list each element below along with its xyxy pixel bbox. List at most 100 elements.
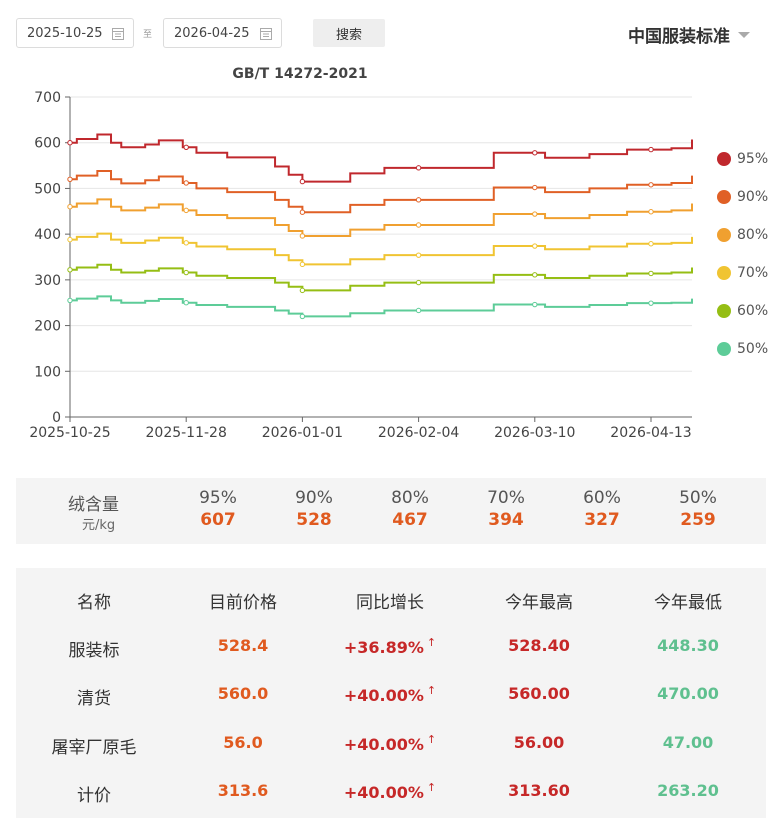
legend-item[interactable]: 60% <box>717 292 768 330</box>
chart-title: GB/T 14272-2021 <box>232 66 368 82</box>
summary-value: 327 <box>584 510 620 530</box>
x-tick-label: 2026-02-04 <box>378 425 459 441</box>
series-point <box>415 307 422 314</box>
table-cell-current: 560.0 <box>217 684 269 703</box>
legend-item[interactable]: 50% <box>717 330 768 368</box>
table-cell-current: 313.6 <box>217 781 269 800</box>
series-point <box>183 300 189 306</box>
x-tick-label: 2025-11-28 <box>146 425 227 441</box>
legend-marker-icon <box>717 152 731 166</box>
summary-value: 467 <box>392 510 428 530</box>
series-line <box>70 295 693 318</box>
series-point <box>532 150 538 156</box>
series-point <box>299 209 306 215</box>
series-line <box>70 263 693 292</box>
table-cell-high: 313.60 <box>508 781 570 800</box>
table-header: 同比增长 <box>356 593 424 613</box>
legend-marker-icon <box>717 304 731 318</box>
up-arrow-icon: ↑ <box>426 684 437 697</box>
start-date-input[interactable]: 2025-10-25 <box>16 18 134 48</box>
series-point <box>648 182 654 188</box>
end-date-value: 2026-04-25 <box>174 25 250 41</box>
series-point <box>299 178 306 185</box>
summary-item: 70% 394 <box>476 488 536 530</box>
table-cell-low: 470.00 <box>657 684 719 703</box>
standard-select-label: 中国服装标准 <box>628 27 730 47</box>
table-cell-high: 528.40 <box>508 636 570 655</box>
table-cell-low: 448.30 <box>657 636 719 655</box>
legend-item[interactable]: 95% <box>717 140 768 178</box>
chevron-down-icon <box>738 31 750 38</box>
summary-pct: 50% <box>679 488 717 508</box>
series-point <box>648 146 654 153</box>
summary-item: 90% 528 <box>284 488 344 530</box>
series-point <box>415 197 422 203</box>
price-line-chart: 0 100 200 300 400 500 600 700 2025-10-25 2025-11-… <box>29 90 693 441</box>
x-tick-label: 2026-03-10 <box>494 425 575 441</box>
y-tick-label: 0 <box>52 410 61 426</box>
up-arrow-icon: ↑ <box>426 781 437 794</box>
legend-label: 50% <box>737 341 769 357</box>
summary-unit: 元/kg <box>82 518 116 533</box>
standard-select[interactable]: 中国服装标准 <box>628 22 750 47</box>
change-value: +40.00% <box>343 783 424 802</box>
table-cell-change: +40.00% ↑ <box>315 684 465 705</box>
series-line <box>70 232 693 266</box>
series-point <box>299 287 306 294</box>
legend-label: 95% <box>737 151 769 167</box>
series-point <box>415 279 422 286</box>
calendar-icon <box>260 28 272 40</box>
series-point <box>532 184 538 191</box>
table-cell-change: +40.00% ↑ <box>315 733 465 754</box>
series-point <box>299 261 306 268</box>
series-point <box>183 207 189 214</box>
summary-pct: 60% <box>583 488 621 508</box>
series-point <box>415 222 422 228</box>
table-cell-name: 服装标 <box>68 641 120 661</box>
summary-pct: 80% <box>391 488 429 508</box>
table-cell-current: 56.0 <box>223 733 263 752</box>
legend-label: 60% <box>737 303 769 319</box>
legend-marker-icon <box>717 342 731 356</box>
x-tick-label: 2026-04-13 <box>610 425 691 441</box>
series-point <box>532 243 538 249</box>
search-button[interactable]: 搜索 <box>313 19 385 47</box>
end-date-input[interactable]: 2026-04-25 <box>163 18 282 48</box>
series-point <box>67 140 73 146</box>
series-point <box>532 211 538 217</box>
change-value: +40.00% <box>343 686 424 705</box>
change-value: +36.89% <box>343 638 424 657</box>
legend-marker-icon <box>717 190 731 204</box>
series-point <box>299 233 306 239</box>
series-point <box>648 270 654 277</box>
series-point <box>67 204 73 210</box>
table-cell-name: 计价 <box>77 786 111 806</box>
legend-marker-icon <box>717 266 731 280</box>
y-tick-label: 500 <box>34 181 61 197</box>
fill-content-summary: 绒含量 元/kg 95% 607 90% 528 80% 467 70% 394… <box>16 478 766 544</box>
chart-legend: 95% 90% 80% 70% 60% 50% <box>717 140 768 368</box>
series-point <box>532 301 538 308</box>
summary-pct: 95% <box>199 488 237 508</box>
series-point <box>183 144 189 150</box>
y-tick-label: 200 <box>34 319 61 335</box>
legend-item[interactable]: 90% <box>717 178 768 216</box>
table-header: 今年最低 <box>654 593 722 613</box>
legend-item[interactable]: 80% <box>717 216 768 254</box>
up-arrow-icon: ↑ <box>426 733 437 746</box>
legend-item[interactable]: 70% <box>717 254 768 292</box>
legend-label: 70% <box>737 265 769 281</box>
table-cell-low: 263.20 <box>657 781 719 800</box>
series-point <box>415 165 422 171</box>
series-point <box>67 267 73 273</box>
table-cell-change: +40.00% ↑ <box>315 781 465 802</box>
series-point <box>415 252 422 258</box>
legend-label: 90% <box>737 189 769 205</box>
start-date-value: 2025-10-25 <box>27 25 103 41</box>
series-line <box>70 198 693 237</box>
summary-value: 528 <box>296 510 332 530</box>
series-point <box>67 176 73 182</box>
y-tick-label: 100 <box>34 364 61 380</box>
summary-value: 607 <box>200 510 236 530</box>
series-point <box>183 180 189 186</box>
